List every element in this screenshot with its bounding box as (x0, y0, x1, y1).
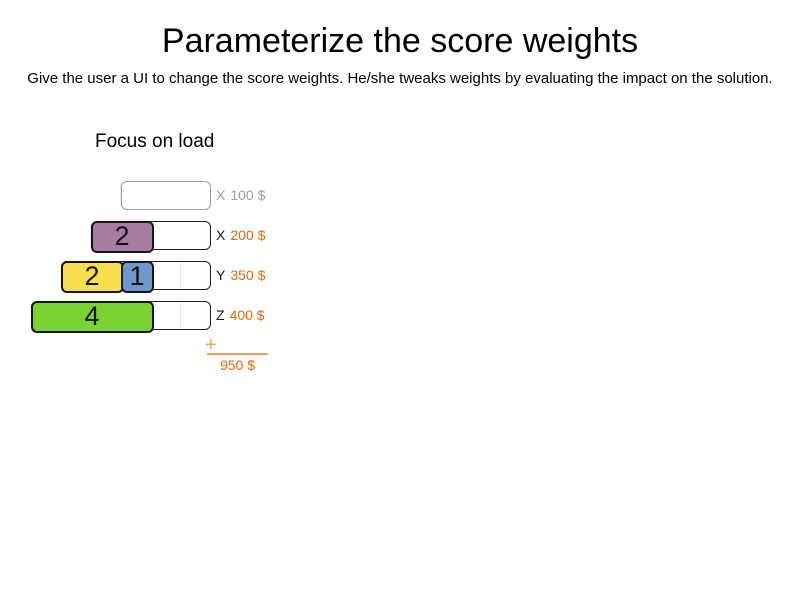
row-label-0: X 100 $ (216, 181, 265, 210)
row-label-2: Y 350 $ (216, 261, 265, 290)
weight-track-x-0[interactable] (120, 181, 211, 210)
weight-block-green[interactable]: 4 (30, 300, 154, 333)
cell-divider (180, 263, 181, 288)
cell-divider (120, 183, 121, 208)
section-heading: Focus on load (95, 131, 215, 152)
total-value: 950 $ (219, 357, 256, 373)
page-title: Parameterize the score weights (161, 22, 639, 60)
weight-track-z-3[interactable]: 4 (30, 300, 211, 333)
row-label-3: Z 400 $ (216, 301, 265, 330)
cell-divider (180, 303, 181, 328)
row-label-1: X 200 $ (216, 221, 265, 250)
row-letter: Z (216, 307, 225, 323)
subtitle: Give the user a UI to change the score w… (27, 70, 773, 87)
row-letter: Y (216, 267, 226, 283)
row-cost: 350 $ (230, 267, 266, 283)
weight-block-blue[interactable]: 1 (120, 260, 154, 293)
weight-block-purple[interactable]: 2 (90, 220, 154, 253)
row-cost: 400 $ (229, 307, 265, 323)
weight-track-x-1[interactable]: 2 (90, 220, 211, 253)
weight-block-yellow[interactable]: 2 (60, 260, 124, 293)
row-letter: X (216, 227, 226, 243)
row-cost: 200 $ (230, 227, 266, 243)
plus-sign: + (205, 334, 217, 356)
sum-line (207, 353, 268, 355)
row-letter: X (216, 187, 226, 203)
row-cost: 100 $ (230, 187, 266, 203)
